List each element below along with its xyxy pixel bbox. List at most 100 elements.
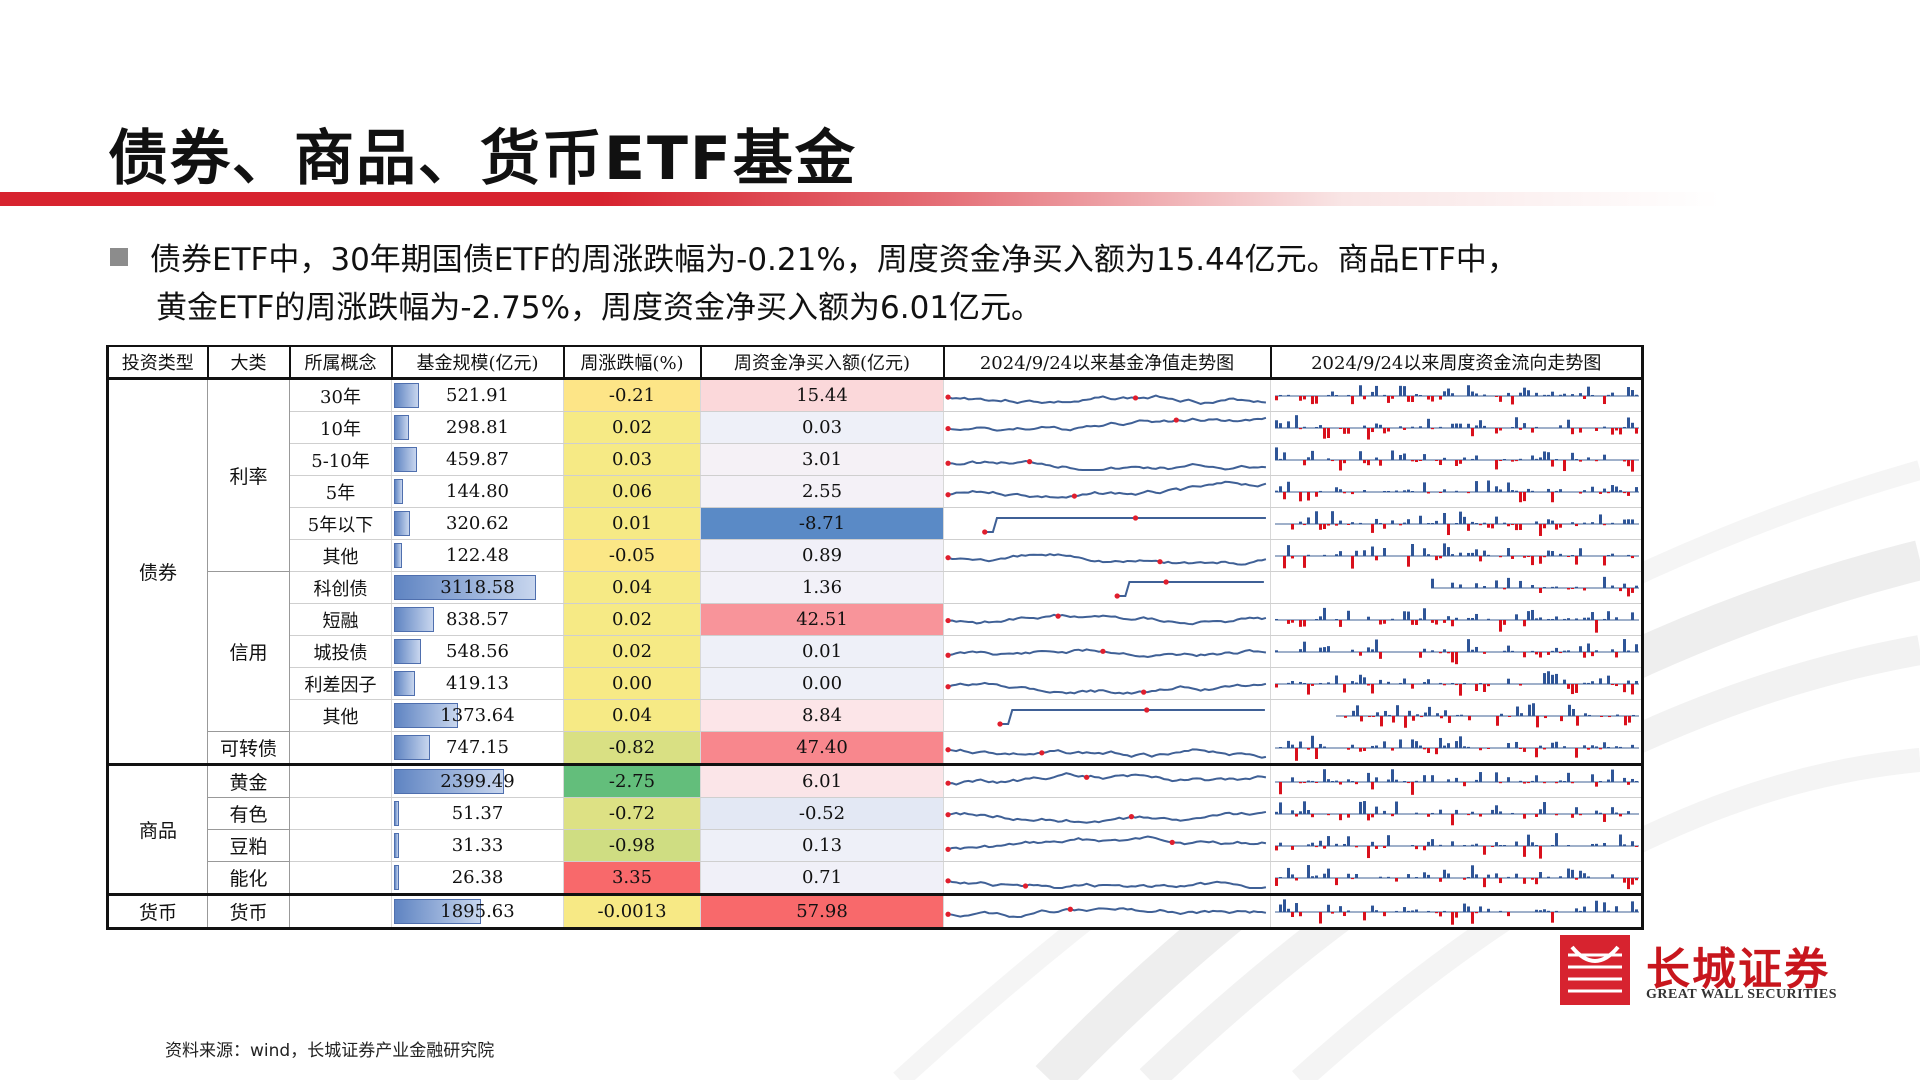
flow-bar <box>1371 428 1374 433</box>
summary-line-2: 黄金ETF的周涨跌幅为-2.75%，周度资金净买入额为6.01亿元。 <box>156 290 1043 326</box>
flow-bar <box>1323 607 1326 620</box>
flow-bar <box>1459 552 1462 556</box>
flow-bar <box>1603 396 1606 405</box>
flow-bar <box>1543 451 1546 460</box>
flow-bar <box>1279 842 1282 846</box>
flow-bar <box>1579 646 1582 652</box>
concept-cell: 30年 <box>289 378 392 412</box>
flow-bar <box>1459 584 1462 588</box>
flow-bar <box>1363 801 1366 814</box>
flow-bar <box>1311 814 1314 818</box>
flow-bar <box>1587 876 1590 878</box>
flow-bar <box>1531 609 1534 620</box>
flow-bar <box>1291 777 1294 782</box>
flow-bar <box>1475 912 1478 914</box>
flow-bar <box>1407 611 1410 620</box>
bond-group: 债券 利率 30年 521.91 -0.21 15.44 10年 298.81 … <box>107 378 1643 765</box>
nav-marker <box>1022 883 1029 889</box>
flow-bar <box>1311 780 1314 782</box>
flow-bar <box>1631 422 1634 428</box>
flow-bar <box>1527 611 1530 620</box>
flow-bar <box>1587 748 1590 750</box>
flow-bar <box>1555 814 1558 816</box>
flow-bar <box>1339 460 1342 471</box>
flow-bar <box>1559 489 1562 492</box>
flow-bar <box>1299 428 1302 430</box>
scale-cell: 51.37 <box>391 797 564 830</box>
flow-bar <box>1495 428 1498 434</box>
flow-bar <box>1391 396 1394 399</box>
flow-bar <box>1491 524 1494 529</box>
table-row: 5年以下 320.62 0.01 -8.71 <box>108 507 1643 540</box>
flow-bar <box>1627 492 1630 496</box>
flow-bar <box>1367 647 1370 652</box>
flow-bar <box>1531 584 1534 588</box>
flow-bar <box>1375 385 1378 396</box>
flow-bar <box>1371 649 1374 652</box>
flow-bar <box>1287 908 1290 912</box>
flow-bar <box>1343 492 1346 494</box>
flow-bar <box>1539 556 1542 564</box>
flow-bar <box>1515 741 1518 748</box>
flow-bar <box>1319 840 1322 846</box>
flow-bar <box>1372 716 1375 718</box>
flow-bar <box>1527 390 1530 396</box>
flow-sparkbar <box>1270 539 1643 572</box>
flow-bar <box>1507 777 1510 782</box>
flow-bar <box>1279 782 1282 795</box>
category-cell-nonferrous: 有色 <box>207 797 290 830</box>
flow-bar <box>1419 394 1422 396</box>
flow-bar <box>1535 814 1538 817</box>
nav-trend-line <box>947 394 1267 405</box>
flow-bar <box>1347 814 1350 818</box>
flow-bar <box>1591 486 1594 492</box>
flow-bar <box>1475 481 1478 492</box>
flow-bar <box>1471 844 1474 846</box>
flow-bar <box>1527 556 1530 558</box>
flow-bar <box>1295 415 1298 428</box>
category-cell-convertible: 可转债 <box>207 731 290 765</box>
flow-bar <box>1563 393 1566 396</box>
flow-bar <box>1335 394 1338 396</box>
flow-bar <box>1635 878 1638 881</box>
flow-bar <box>1519 580 1522 588</box>
scale-databar <box>394 899 482 924</box>
scale-cell: 419.13 <box>391 667 564 700</box>
flow-bar <box>1600 716 1603 718</box>
flow-bar <box>1632 714 1635 716</box>
flow-bar <box>1467 906 1470 912</box>
flow-bar <box>1347 779 1350 782</box>
flow-bar <box>1575 586 1578 588</box>
flow-bar <box>1599 780 1602 782</box>
flow-bar <box>1623 426 1626 428</box>
flow-bar <box>1487 908 1490 912</box>
flow-bar <box>1459 684 1462 696</box>
nav-marker <box>945 394 951 400</box>
flow-bar <box>1591 652 1594 657</box>
flow-bar <box>1463 682 1466 684</box>
flow-bar <box>1623 583 1626 588</box>
flow-bar <box>1551 674 1554 684</box>
flow-bar <box>1467 617 1470 620</box>
flow-bar <box>1431 775 1434 782</box>
flow-bar <box>1551 742 1554 748</box>
flow-bar <box>1376 712 1379 716</box>
flow-bar <box>1571 684 1574 695</box>
flow-bar <box>1463 516 1466 524</box>
flow-bar <box>1383 912 1386 917</box>
flow-bar <box>1384 710 1387 716</box>
flow-bar <box>1623 684 1626 693</box>
flow-bar <box>1571 394 1574 396</box>
flow-bar <box>1463 903 1466 912</box>
flow-bar <box>1559 780 1562 782</box>
flow-bar <box>1627 554 1630 556</box>
change-cell: -0.82 <box>563 731 701 765</box>
flow-bar <box>1455 777 1458 782</box>
flow-bar <box>1467 524 1470 531</box>
flow-sparkbar <box>1270 894 1643 929</box>
flow-bar <box>1451 682 1454 684</box>
flow-bar <box>1535 909 1538 912</box>
nav-sparkline <box>943 475 1271 508</box>
flow-bar <box>1547 550 1550 556</box>
nav-marker <box>945 555 951 561</box>
